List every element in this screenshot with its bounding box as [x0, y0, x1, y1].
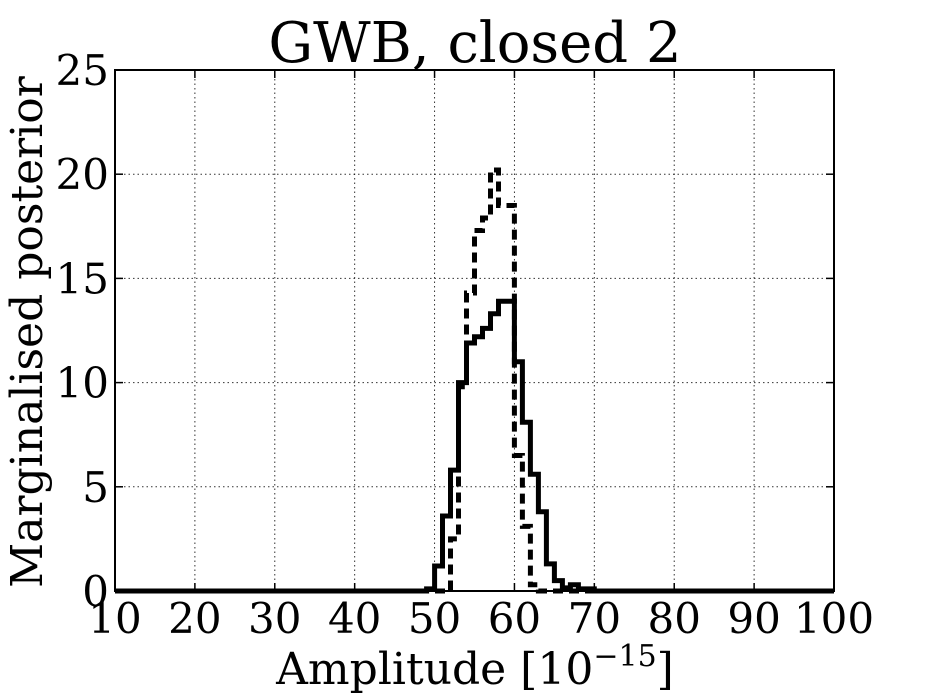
x-tick-label: 90: [727, 594, 780, 643]
grid-lines: [115, 70, 834, 591]
y-tick-label: 20: [56, 150, 109, 199]
x-tick-label: 60: [488, 594, 541, 643]
plot-frame: [114, 69, 835, 592]
x-tick-label: 80: [647, 594, 700, 643]
x-tick-label: 70: [568, 594, 621, 643]
x-axis-label-suffix: ]: [657, 644, 674, 695]
y-tick-label: 10: [56, 359, 109, 408]
chart-title: GWB, closed 2: [268, 11, 681, 76]
x-tick-label: 20: [168, 594, 221, 643]
axis-ticks: [114, 69, 835, 592]
x-tick-labels: 10 20 30 40 50 60 70 80 90 100: [88, 594, 874, 643]
x-tick-label: 40: [328, 594, 381, 643]
y-tick-label: 15: [56, 254, 109, 303]
x-tick-label: 50: [408, 594, 461, 643]
x-axis-label-main: Amplitude [10: [275, 644, 593, 695]
x-tick-label: 100: [794, 594, 874, 643]
x-axis-label-exponent: −15: [593, 639, 656, 674]
y-tick-label: 5: [82, 463, 109, 512]
x-tick-label: 10: [88, 594, 141, 643]
y-axis-label: Marginalised posterior: [2, 75, 53, 588]
x-axis-label: Amplitude [10−15]: [275, 639, 674, 695]
y-tick-label: 25: [56, 46, 109, 95]
y-tick-labels: 0 5 10 15 20 25: [56, 46, 109, 616]
x-tick-label: 30: [248, 594, 301, 643]
series-group: [115, 167, 834, 594]
y-tick-label: 0: [82, 567, 109, 616]
dashed-series-line: [115, 167, 834, 594]
solid-series-line: [115, 298, 834, 594]
